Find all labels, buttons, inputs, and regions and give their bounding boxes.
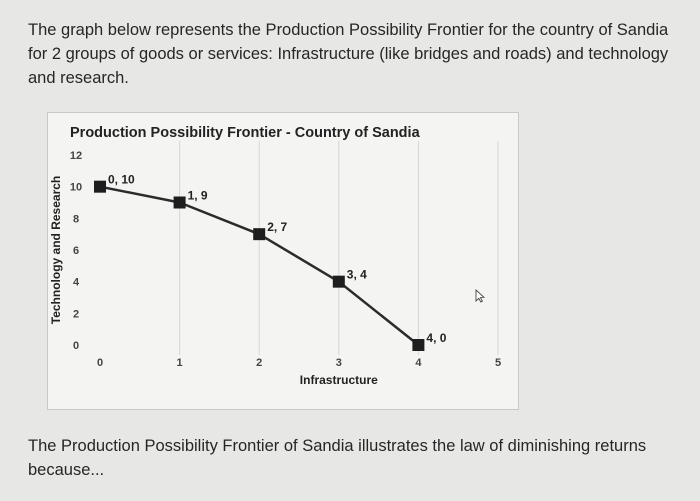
data-point-label: 2, 7 <box>267 220 287 234</box>
data-point-label: 3, 4 <box>347 268 367 282</box>
y-tick-label: 6 <box>73 245 79 257</box>
ppf-chart: Production Possibility Frontier - Countr… <box>47 112 519 410</box>
data-point-label: 1, 9 <box>188 189 208 203</box>
x-tick-label: 0 <box>97 357 103 369</box>
y-tick-label: 0 <box>73 340 79 352</box>
y-axis-label: Technology and Research <box>49 176 63 324</box>
question-paragraph: The Production Possibility Frontier of S… <box>28 437 647 479</box>
y-tick-label: 8 <box>73 213 79 225</box>
data-point-marker <box>94 180 106 193</box>
data-point-marker <box>253 228 266 241</box>
x-axis-label: Infrastructure <box>300 373 378 387</box>
y-tick-label: 4 <box>73 277 80 289</box>
data-point-marker <box>332 275 345 288</box>
data-series: 0, 10 1, 9 2, 7 3, 4 4, 0 <box>94 173 447 351</box>
x-tick-label: 5 <box>495 357 501 369</box>
y-tick-label: 10 <box>70 182 82 194</box>
gridlines <box>179 141 499 355</box>
data-point-marker <box>173 196 186 209</box>
mouse-pointer-icon <box>475 289 486 303</box>
data-point-label: 0, 10 <box>108 173 135 187</box>
x-tick-label: 4 <box>415 357 422 369</box>
x-tick-label: 1 <box>177 357 183 369</box>
data-point-label: 4, 0 <box>426 331 446 345</box>
chart-title: Production Possibility Frontier - Countr… <box>70 125 421 141</box>
chart-svg: Production Possibility Frontier - Countr… <box>49 125 501 387</box>
y-tick-label: 2 <box>73 308 79 320</box>
data-point-marker <box>412 339 425 351</box>
y-tick-label: 12 <box>70 150 82 162</box>
x-tick-label: 3 <box>336 357 342 369</box>
x-tick-label: 2 <box>256 357 262 369</box>
intro-paragraph: The graph below represents the Productio… <box>28 21 669 87</box>
